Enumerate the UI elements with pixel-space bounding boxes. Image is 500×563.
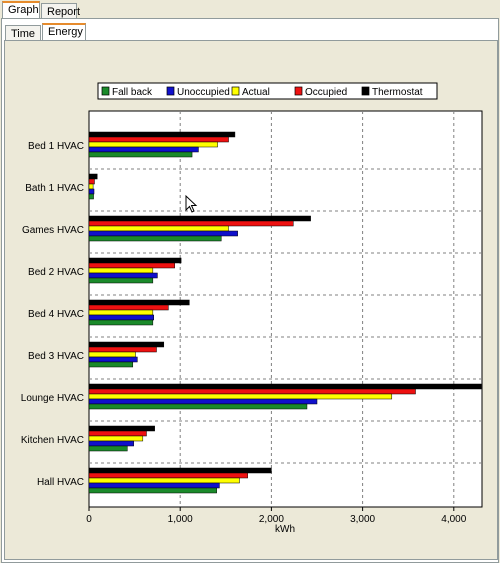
x-axis-ticks: 0 1,000 2,000 3,000 4,000	[86, 507, 467, 525]
legend-swatch	[231, 86, 240, 96]
x-tick-label: 3,000	[350, 514, 375, 525]
bar-actual	[88, 351, 136, 358]
legend-label: Actual	[242, 87, 270, 98]
bar-fall-back	[88, 361, 134, 368]
y-axis-label: Kitchen HVAC	[21, 435, 84, 446]
bar-thermostat	[88, 131, 236, 138]
bar-thermostat	[88, 383, 482, 390]
bar-occupied	[88, 220, 294, 227]
y-axis-label: Bed 1 HVAC	[28, 141, 84, 152]
inner-tab-bar: Time Energy	[0, 23, 500, 41]
legend-swatch	[294, 86, 303, 96]
legend-swatch	[166, 86, 175, 96]
x-axis-title: kWh	[275, 524, 295, 535]
bar-fall-back	[88, 403, 308, 410]
y-axis-label: Lounge HVAC	[21, 393, 84, 404]
bar-actual	[88, 267, 154, 274]
bar-occupied	[88, 262, 175, 269]
bar-thermostat	[88, 341, 165, 348]
x-tick-label: 4,000	[441, 514, 466, 525]
tab-time[interactable]: Time	[5, 25, 41, 41]
tab-energy[interactable]: Energy	[42, 23, 86, 41]
y-axis-label: Bath 1 HVAC	[25, 183, 84, 194]
bars-group	[88, 131, 482, 494]
bar-unoccupied	[88, 314, 155, 321]
bar-actual	[88, 477, 240, 484]
x-tick-label: 0	[86, 514, 92, 525]
bar-actual	[88, 183, 94, 190]
bar-occupied	[88, 178, 95, 185]
bar-thermostat	[88, 173, 98, 180]
tab-graph[interactable]: Graph	[2, 1, 40, 19]
x-tick-label: 2,000	[259, 514, 284, 525]
y-axis-label: Bed 3 HVAC	[28, 351, 84, 362]
legend-label: Occupied	[305, 87, 347, 98]
legend-label: Thermostat	[372, 87, 423, 98]
tab-report[interactable]: Report	[41, 3, 80, 19]
bar-unoccupied	[88, 356, 138, 363]
bar-fall-back	[88, 319, 154, 326]
bar-actual	[88, 309, 154, 316]
bar-fall-back	[88, 445, 128, 452]
bar-unoccupied	[88, 272, 158, 279]
bar-occupied	[88, 430, 147, 437]
bar-thermostat	[88, 467, 272, 474]
x-tick-label: 1,000	[168, 514, 193, 525]
bar-unoccupied	[88, 230, 238, 237]
bar-actual	[88, 435, 144, 442]
bar-thermostat	[88, 299, 190, 306]
bar-unoccupied	[88, 482, 220, 489]
legend: Fall back Unoccupied Actual Occupied Thermos…	[97, 82, 438, 100]
bar-thermostat	[88, 215, 311, 222]
bar-occupied	[88, 388, 416, 395]
legend-swatch	[101, 86, 110, 96]
bar-thermostat	[88, 425, 155, 432]
bar-unoccupied	[88, 188, 95, 195]
legend-label: Fall back	[112, 87, 153, 98]
legend-swatch	[361, 86, 370, 96]
bar-actual	[88, 225, 229, 232]
y-axis-label: Games HVAC	[22, 225, 84, 236]
bar-unoccupied	[88, 440, 134, 447]
bar-fall-back	[88, 151, 193, 158]
y-axis-labels: Bed 1 HVAC Bath 1 HVAC Games HVAC Bed 2 HVA…	[21, 141, 84, 488]
bar-fall-back	[88, 277, 154, 284]
bar-occupied	[88, 304, 169, 311]
mouse-cursor-icon	[185, 194, 198, 213]
bar-occupied	[88, 346, 157, 353]
bar-fall-back	[88, 193, 94, 200]
bar-fall-back	[88, 487, 217, 494]
bar-unoccupied	[88, 146, 199, 153]
outer-tab-bar: Graph Report	[0, 1, 500, 19]
bar-occupied	[88, 136, 229, 143]
grid-lines	[89, 111, 482, 507]
legend-label: Unoccupied	[177, 87, 230, 98]
y-axis-label: Bed 4 HVAC	[28, 309, 84, 320]
bar-occupied	[88, 472, 248, 479]
bar-unoccupied	[88, 398, 318, 405]
bar-actual	[88, 141, 218, 148]
bar-actual	[88, 393, 393, 400]
bar-fall-back	[88, 235, 222, 242]
bar-thermostat	[88, 257, 182, 264]
y-axis-label: Bed 2 HVAC	[28, 267, 84, 278]
y-axis-label: Hall HVAC	[37, 477, 84, 488]
